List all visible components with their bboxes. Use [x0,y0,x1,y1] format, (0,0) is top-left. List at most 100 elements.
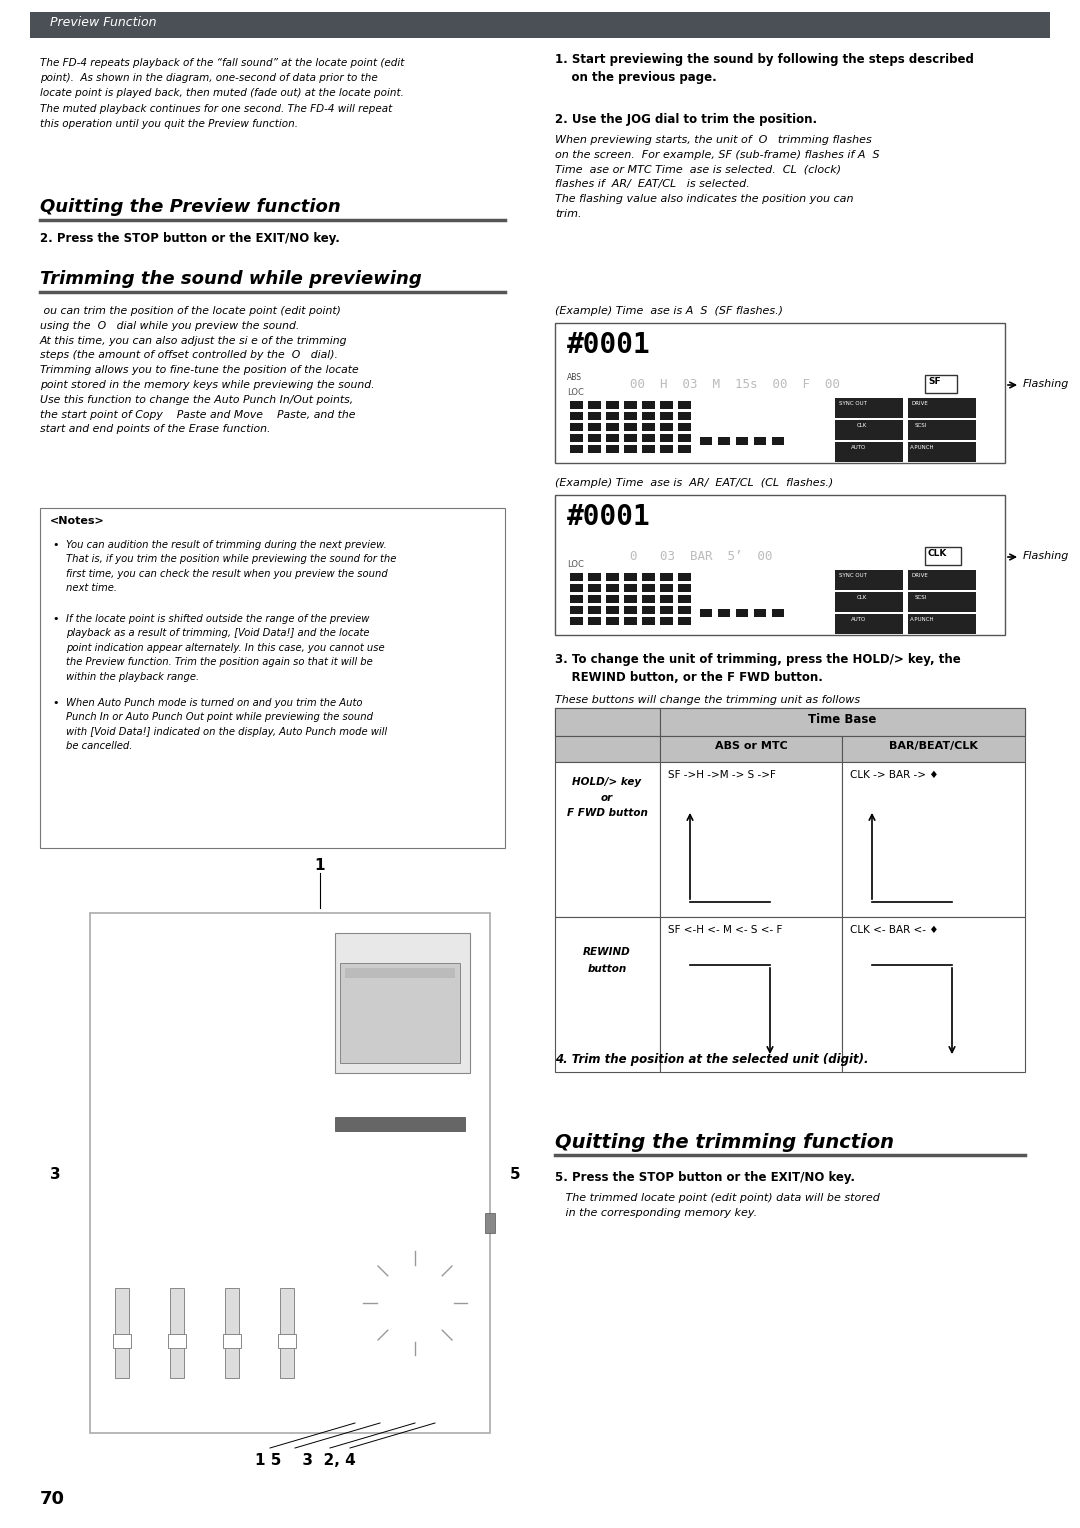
Text: When previewing starts, the unit of  O   trimming flashes
on the screen.  For ex: When previewing starts, the unit of O tr… [555,134,879,219]
Text: SF: SF [928,377,941,387]
Text: LOC: LOC [567,559,584,568]
Bar [835,442,903,461]
Bar [642,573,654,581]
Bar [30,12,1050,38]
Text: SCSI: SCSI [915,423,928,428]
Ellipse shape [377,1256,391,1270]
Text: LOC: LOC [567,388,584,397]
Bar [908,591,976,613]
Text: DRIVE: DRIVE [912,573,929,578]
Text: ABS or MTC: ABS or MTC [715,741,787,750]
Bar [40,507,505,848]
Text: When Auto Punch mode is turned on and you trim the Auto
Punch In or Auto Punch O: When Auto Punch mode is turned on and yo… [66,698,387,752]
Text: •: • [52,539,58,550]
Text: 00  H  03  M  15s  00  F  00: 00 H 03 M 15s 00 F 00 [630,377,840,391]
Bar [570,413,583,420]
Ellipse shape [330,1195,339,1203]
Bar [624,434,637,442]
Bar [660,573,673,581]
Text: AUTO: AUTO [851,445,866,451]
Bar [924,374,957,393]
Text: CLK: CLK [858,423,867,428]
Text: ou can trim the position of the locate point (edit point)
using the  O   dial wh: ou can trim the position of the locate p… [40,306,375,434]
Text: •: • [52,614,58,623]
Bar [660,594,673,604]
Bar [642,413,654,420]
Bar [588,607,600,614]
Bar [660,584,673,591]
Bar [624,584,637,591]
Text: Preview Function: Preview Function [50,15,157,29]
Bar [678,607,691,614]
Text: You can audition the result of trimming during the next preview.
That is, if you: You can audition the result of trimming … [66,539,396,593]
Bar [660,423,673,431]
Bar [555,736,660,762]
Bar [642,607,654,614]
Bar [678,617,691,625]
Text: The FD-4 repeats playback of the “fall sound” at the locate point (edit
point). : The FD-4 repeats playback of the “fall s… [40,58,404,128]
Bar [660,413,673,420]
Bar [660,617,673,625]
Bar [570,607,583,614]
Text: 3. To change the unit of trimming, press the HOLD/> key, the
    REWIND button, : 3. To change the unit of trimming, press… [555,652,961,685]
Text: REWIND
button: REWIND button [583,947,631,975]
Bar [278,1334,296,1348]
Bar [924,547,961,565]
Bar [835,570,903,590]
Ellipse shape [333,1256,347,1270]
Text: If the locate point is shifted outside the range of the preview
playback as a re: If the locate point is shifted outside t… [66,614,384,681]
Bar [170,1288,184,1378]
Bar [624,573,637,581]
Bar [90,914,490,1433]
Bar [555,707,1025,736]
Bar [660,917,842,1073]
Text: SF ->H ->M -> S ->F: SF ->H ->M -> S ->F [669,770,775,779]
Text: Flashing: Flashing [1023,379,1069,390]
Bar [624,445,637,452]
Bar [908,397,976,419]
Bar [588,413,600,420]
Bar [642,594,654,604]
Bar [835,614,903,634]
Bar [842,736,1025,762]
Bar [718,437,730,445]
Bar [835,591,903,613]
Bar [772,437,784,445]
Text: SCSI: SCSI [915,594,928,601]
Bar [570,573,583,581]
Bar [700,437,712,445]
Text: 5. Press the STOP button or the EXIT/NO key.: 5. Press the STOP button or the EXIT/NO … [555,1170,855,1184]
Bar [113,1334,131,1348]
Bar [606,400,619,410]
Bar [280,1288,294,1378]
Bar [555,762,660,917]
Bar [678,445,691,452]
Bar [606,584,619,591]
Bar [606,573,619,581]
Text: Quitting the trimming function: Quitting the trimming function [555,1132,894,1152]
Bar [660,736,842,762]
Ellipse shape [355,1256,369,1270]
Bar [660,762,842,917]
Bar [842,917,1025,1073]
Ellipse shape [360,1248,470,1358]
Bar [754,610,766,617]
Bar [588,434,600,442]
Bar [624,423,637,431]
Bar [606,423,619,431]
Text: Trimming the sound while previewing: Trimming the sound while previewing [40,270,422,287]
Bar [678,594,691,604]
Bar [335,934,470,1073]
Bar [588,445,600,452]
Text: 2. Use the JOG dial to trim the position.: 2. Use the JOG dial to trim the position… [555,113,818,125]
Bar [735,610,748,617]
Bar [660,707,1025,736]
Bar [168,1334,186,1348]
Text: 5: 5 [510,1167,521,1183]
Ellipse shape [346,1195,354,1203]
Bar [642,434,654,442]
Bar [606,434,619,442]
Text: 1: 1 [314,859,325,872]
Bar [642,423,654,431]
Bar [642,400,654,410]
